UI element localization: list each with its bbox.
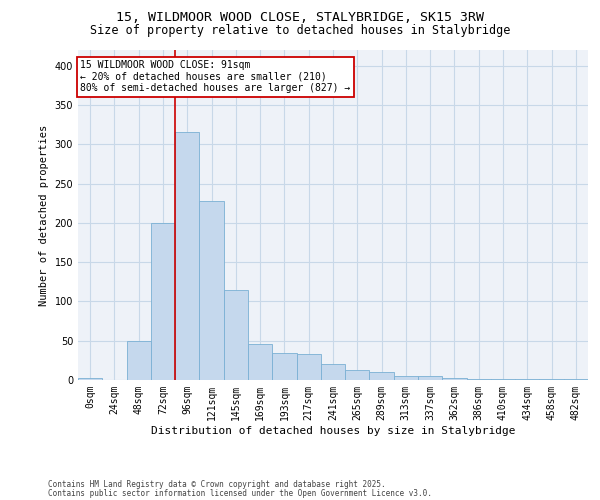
Bar [127, 340, 151, 380]
Bar [345, 370, 370, 380]
Y-axis label: Number of detached properties: Number of detached properties [39, 124, 49, 306]
Bar [418, 376, 442, 380]
Bar [515, 379, 539, 380]
X-axis label: Distribution of detached houses by size in Stalybridge: Distribution of detached houses by size … [151, 426, 515, 436]
Bar [272, 354, 296, 380]
Text: Contains HM Land Registry data © Crown copyright and database right 2025.: Contains HM Land Registry data © Crown c… [48, 480, 386, 489]
Bar [564, 379, 588, 380]
Bar [539, 379, 564, 380]
Bar [151, 223, 175, 380]
Bar [248, 344, 272, 380]
Bar [321, 364, 345, 380]
Text: 15, WILDMOOR WOOD CLOSE, STALYBRIDGE, SK15 3RW: 15, WILDMOOR WOOD CLOSE, STALYBRIDGE, SK… [116, 11, 484, 24]
Bar [370, 372, 394, 380]
Bar [199, 201, 224, 380]
Bar [467, 379, 491, 380]
Bar [175, 132, 199, 380]
Bar [442, 378, 467, 380]
Text: Contains public sector information licensed under the Open Government Licence v3: Contains public sector information licen… [48, 489, 432, 498]
Bar [224, 290, 248, 380]
Text: Size of property relative to detached houses in Stalybridge: Size of property relative to detached ho… [90, 24, 510, 37]
Bar [394, 376, 418, 380]
Bar [296, 354, 321, 380]
Bar [491, 379, 515, 380]
Text: 15 WILDMOOR WOOD CLOSE: 91sqm
← 20% of detached houses are smaller (210)
80% of : 15 WILDMOOR WOOD CLOSE: 91sqm ← 20% of d… [80, 60, 350, 94]
Bar [78, 378, 102, 380]
